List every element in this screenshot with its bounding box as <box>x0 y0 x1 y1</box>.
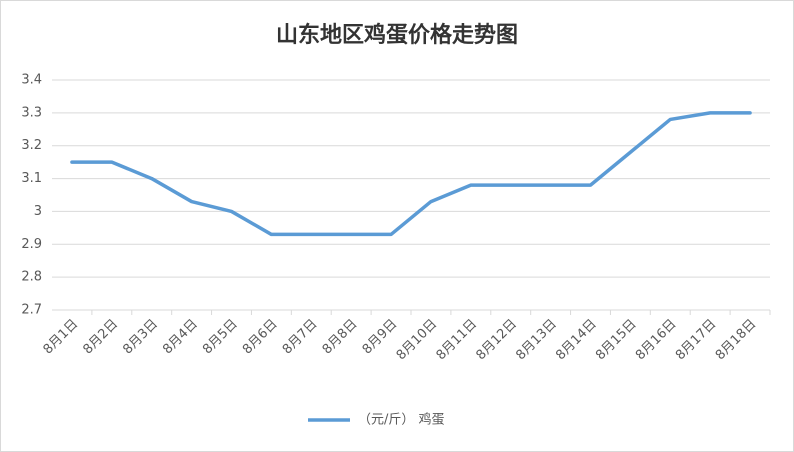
line-series <box>70 111 752 237</box>
legend-label: （元/斤） 鸡蛋 <box>358 412 445 428</box>
y-tick-label: 3.4 <box>21 73 42 88</box>
y-tick-label: 3.3 <box>21 105 42 120</box>
y-tick-label: 3 <box>34 204 42 219</box>
y-tick-label: 2.7 <box>21 303 42 318</box>
y-tick-label: 2.8 <box>21 270 42 285</box>
chart-title: 山东地区鸡蛋价格走势图 <box>276 22 518 48</box>
y-tick-label: 3.2 <box>21 138 42 153</box>
y-tick-label: 3.1 <box>21 171 42 186</box>
y-tick-label: 2.9 <box>21 237 42 252</box>
